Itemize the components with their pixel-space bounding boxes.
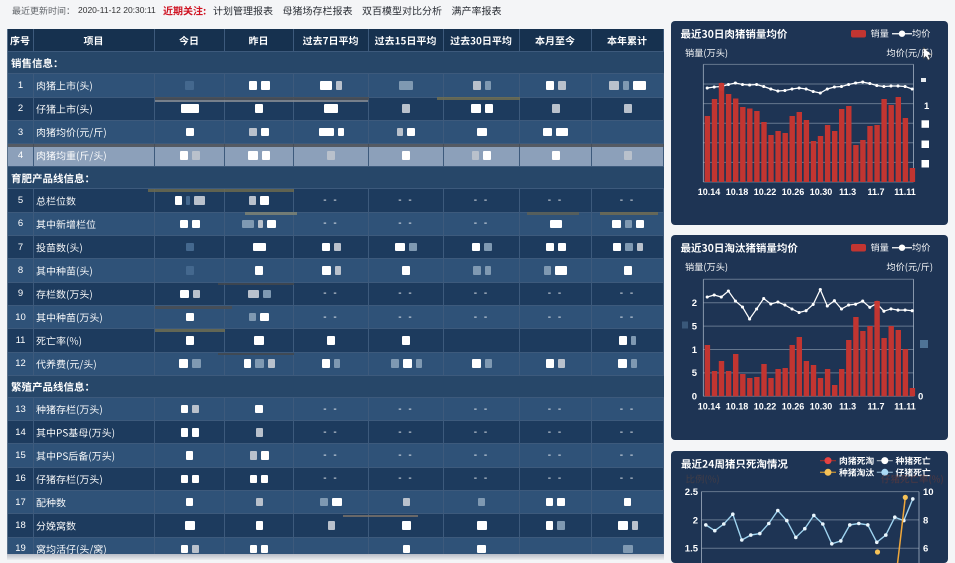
svg-text:10: 10 xyxy=(923,487,934,498)
svg-text:1: 1 xyxy=(924,101,930,112)
svg-text:6: 6 xyxy=(923,544,928,555)
svg-text:8: 8 xyxy=(923,515,928,526)
svg-text:10.18: 10.18 xyxy=(726,401,749,411)
svg-text:10.14: 10.14 xyxy=(698,187,721,197)
svg-text:10.22: 10.22 xyxy=(754,187,777,197)
svg-text:1.5: 1.5 xyxy=(685,544,699,555)
svg-text:10.14: 10.14 xyxy=(698,401,721,411)
svg-text:11.7: 11.7 xyxy=(867,187,884,197)
svg-text:1: 1 xyxy=(692,345,698,356)
svg-text:0: 0 xyxy=(692,392,697,403)
svg-text:0: 0 xyxy=(918,392,923,403)
svg-text:11.7: 11.7 xyxy=(867,401,884,411)
svg-text:10.30: 10.30 xyxy=(810,187,833,197)
svg-text:2: 2 xyxy=(692,298,697,309)
svg-text:10.30: 10.30 xyxy=(810,401,833,411)
svg-text:11.3: 11.3 xyxy=(839,401,856,411)
svg-text:11.11: 11.11 xyxy=(894,401,916,411)
svg-text:2: 2 xyxy=(693,515,698,526)
svg-text:11.3: 11.3 xyxy=(839,187,856,197)
svg-text:2.5: 2.5 xyxy=(685,487,699,498)
svg-text:11.11: 11.11 xyxy=(894,187,916,197)
svg-text:10.26: 10.26 xyxy=(782,401,805,411)
svg-text:5: 5 xyxy=(692,368,698,379)
svg-text:10.22: 10.22 xyxy=(754,401,777,411)
svg-text:10.18: 10.18 xyxy=(726,187,749,197)
svg-text:10.26: 10.26 xyxy=(782,187,805,197)
svg-text:5: 5 xyxy=(692,321,698,332)
